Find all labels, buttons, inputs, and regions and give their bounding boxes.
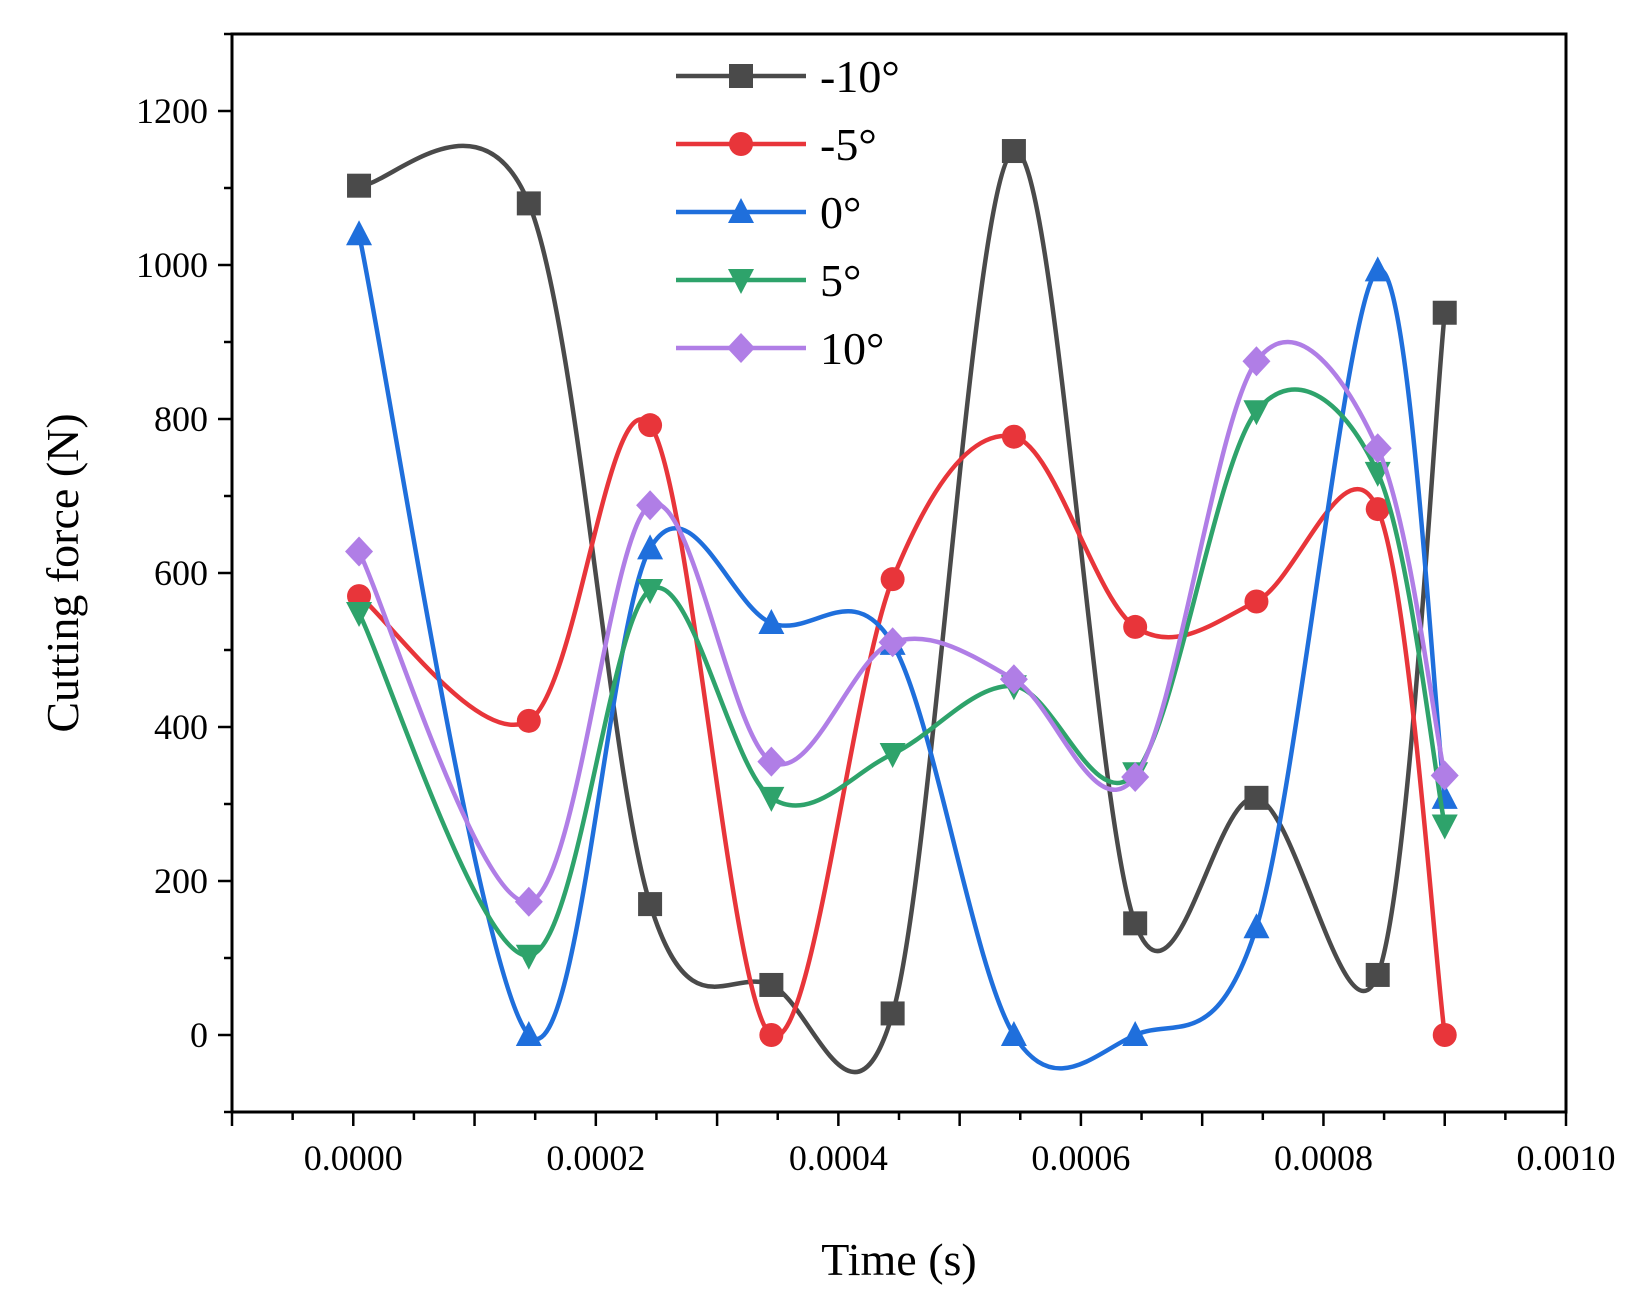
x-tick-label: 0.0010 (1517, 1138, 1616, 1178)
data-point (880, 1001, 905, 1026)
y-tick-label: 200 (154, 861, 208, 901)
data-point (515, 1021, 542, 1046)
data-point (1364, 256, 1391, 282)
data-point (1121, 762, 1150, 793)
data-point (1365, 497, 1390, 522)
data-point (1123, 911, 1148, 936)
legend-label: 10° (820, 323, 884, 374)
data-point (1363, 433, 1392, 464)
legend-label: 0° (820, 187, 861, 238)
x-tick-label: 0.0006 (1031, 1138, 1130, 1178)
data-point (516, 191, 541, 216)
legend-label: -10° (820, 51, 900, 102)
series-0 (347, 139, 1457, 1075)
legend-item: 5° (676, 255, 861, 306)
data-point (880, 567, 905, 592)
x-tick-label: 0.0002 (546, 1138, 645, 1178)
data-point (879, 742, 906, 768)
series-3 (346, 387, 1458, 970)
data-point (759, 972, 784, 997)
y-tick-label: 0 (190, 1015, 208, 1055)
y-axis: 0 200 400 600 800 1000 1200 (136, 32, 232, 1114)
legend-item: 0° (676, 187, 861, 238)
data-point (636, 490, 665, 521)
data-point (637, 578, 664, 604)
data-point (638, 892, 663, 917)
data-point (1430, 760, 1459, 791)
series-4 (345, 339, 1459, 917)
legend-marker (728, 269, 754, 294)
data-point (1365, 962, 1390, 987)
data-point (514, 886, 543, 917)
data-point (1001, 424, 1026, 449)
legend-label: -5° (820, 119, 877, 170)
data-point (1244, 589, 1269, 614)
data-point (1244, 785, 1269, 810)
data-point (1123, 614, 1148, 639)
legend-marker (729, 64, 753, 88)
y-axis-title: Cutting force (N) (37, 413, 88, 732)
data-point (347, 173, 372, 198)
legend-item: -10° (676, 51, 900, 102)
data-point (999, 664, 1028, 695)
data-point (758, 786, 785, 812)
series-line (357, 339, 1447, 905)
data-point (1122, 1021, 1149, 1046)
data-point (759, 1023, 784, 1047)
legend-marker (728, 198, 754, 223)
data-point (758, 609, 785, 635)
data-point (878, 627, 907, 658)
data-point (1242, 346, 1271, 377)
series-line (357, 387, 1447, 958)
y-tick-label: 600 (154, 553, 208, 593)
x-axis: 0.0000 0.0002 0.0004 0.0006 0.0008 0.0010 (230, 1112, 1616, 1178)
y-tick-label: 1200 (136, 91, 208, 131)
series-line (358, 143, 1447, 1075)
data-point (1243, 913, 1270, 939)
legend-marker (727, 333, 755, 363)
series-line (356, 233, 1447, 1071)
legend-label: 5° (820, 255, 861, 306)
data-point (346, 602, 373, 628)
legend: -10° -5° 0° 5° 10° (676, 51, 900, 374)
legend-item: 10° (676, 323, 884, 374)
data-point (515, 944, 542, 970)
y-tick-label: 400 (154, 707, 208, 747)
data-point (516, 708, 541, 733)
data-point (1431, 783, 1458, 809)
data-point (1432, 1023, 1457, 1047)
data-point (1000, 1021, 1027, 1046)
y-tick-label: 800 (154, 399, 208, 439)
data-point (1432, 300, 1457, 325)
x-axis-title: Time (s) (821, 1234, 977, 1285)
y-tick-label: 1000 (136, 245, 208, 285)
data-point (1243, 400, 1270, 426)
legend-item: -5° (676, 119, 877, 170)
data-point (637, 534, 664, 560)
data-point (1001, 139, 1026, 164)
x-tick-label: 0.0000 (304, 1138, 403, 1178)
data-point (757, 746, 786, 777)
series-layer (345, 139, 1459, 1075)
data-point (1431, 814, 1458, 840)
x-tick-label: 0.0004 (789, 1138, 888, 1178)
series-1 (347, 413, 1457, 1047)
x-tick-label: 0.0008 (1274, 1138, 1373, 1178)
data-point (345, 536, 374, 567)
legend-marker (729, 132, 753, 156)
data-point (638, 413, 663, 438)
data-point (346, 220, 373, 246)
